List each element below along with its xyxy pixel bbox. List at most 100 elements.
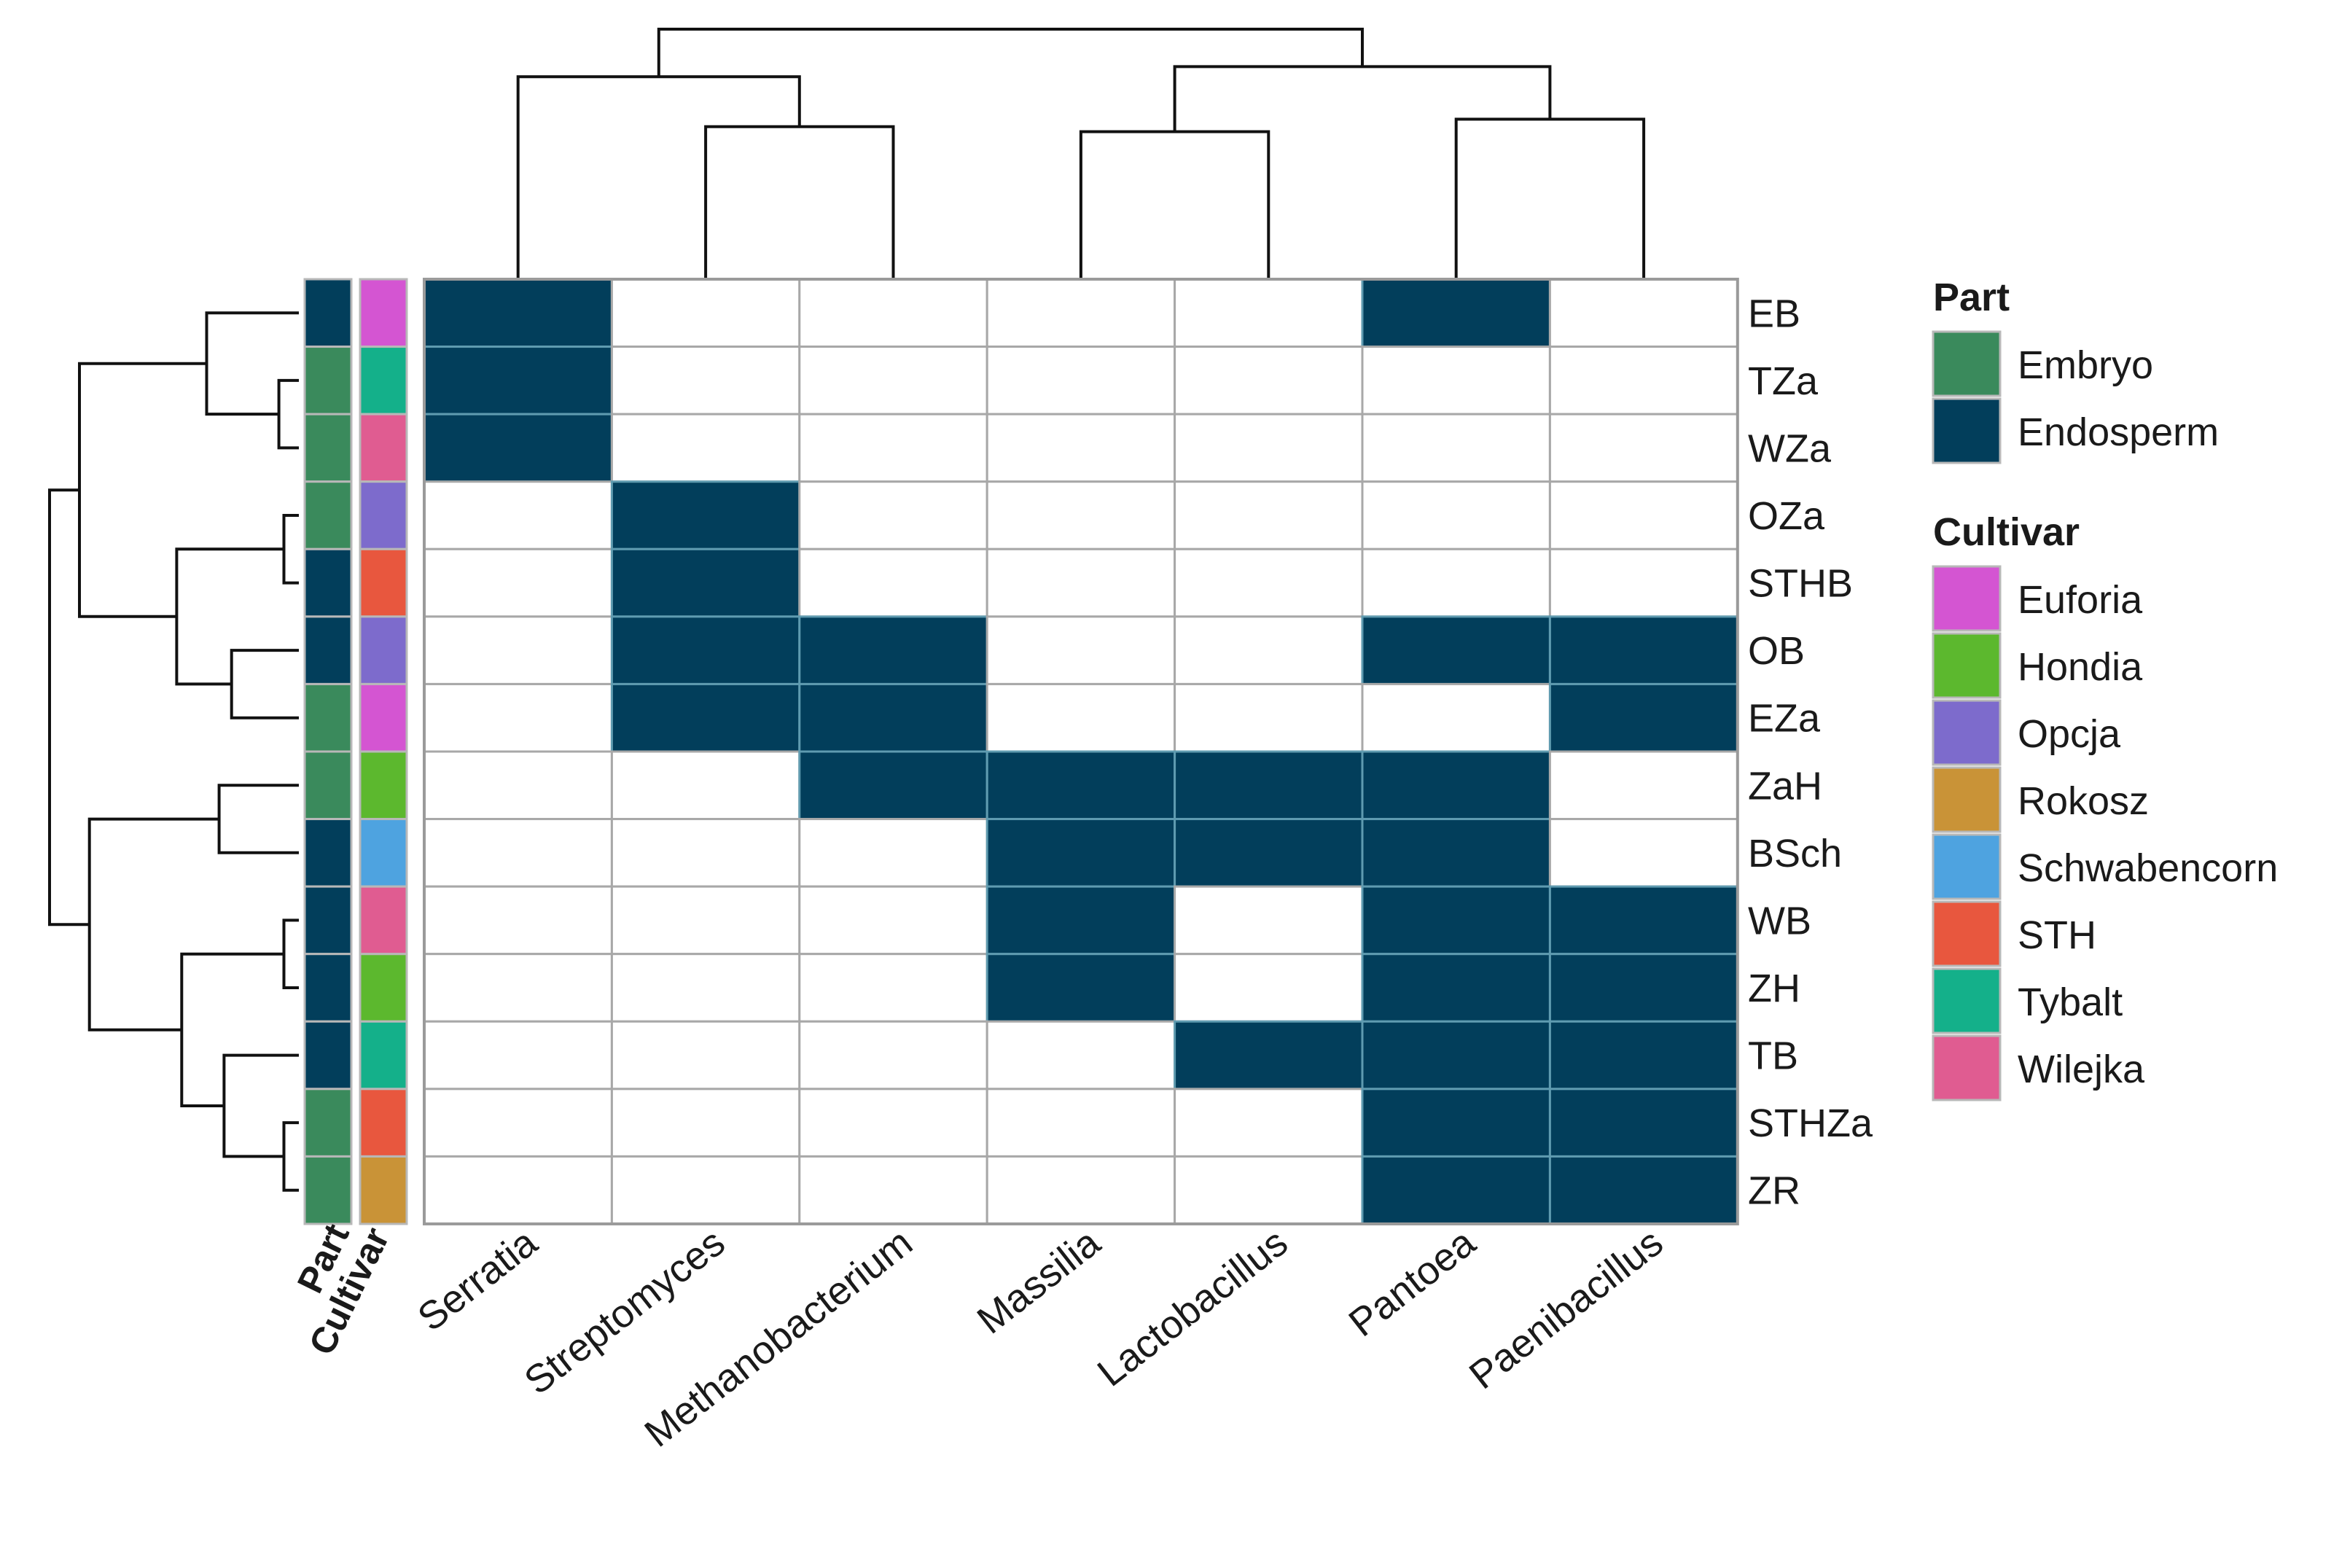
cell-sthb-pantoea (1361, 547, 1551, 618)
row-label-zh: ZH (1748, 967, 1800, 1010)
cell-zah-methanobacterium (798, 750, 988, 821)
cultivar-annotation-zh (359, 953, 408, 1023)
cultivar-legend-swatch-rokosz (1932, 766, 2002, 833)
column-label-massilia: Massilia (969, 1220, 1109, 1343)
cell-oza-streptomyces (610, 480, 801, 550)
row-dendrogram-branch-1 (205, 311, 299, 416)
row-dendrogram-branch-8 (282, 1121, 299, 1192)
cell-tb-streptomyces (610, 1020, 801, 1091)
cell-eb-serratia (423, 278, 613, 348)
cell-wb-streptomyces (610, 885, 801, 956)
cell-wza-streptomyces (610, 413, 801, 483)
cell-tza-streptomyces (610, 346, 801, 416)
cell-sthb-methanobacterium (798, 547, 988, 618)
cultivar-legend-label-rokosz: Rokosz (2018, 779, 2149, 823)
column-label-serratia: Serratia (410, 1220, 546, 1340)
cell-eza-pantoea (1361, 682, 1551, 753)
cell-bsch-lactobacillus (1174, 818, 1364, 888)
cell-sthb-paenibacillus (1548, 547, 1739, 618)
part-annotation-tb (303, 1020, 353, 1091)
part-annotation-sthza (303, 1088, 353, 1158)
cell-zah-lactobacillus (1174, 750, 1364, 821)
column-dendrogram (516, 28, 1646, 279)
cultivar-annotation-tza (359, 346, 408, 416)
cultivar-legend-label-tybalt: Tybalt (2018, 980, 2123, 1024)
cell-bsch-pantoea (1361, 818, 1551, 888)
row-label-ob: OB (1748, 629, 1805, 673)
cell-wza-paenibacillus (1548, 413, 1739, 483)
cultivar-annotation-zah (359, 750, 408, 821)
cultivar-legend-title: Cultivar (1933, 510, 2080, 554)
cell-sthza-serratia (423, 1088, 613, 1158)
row-label-tza: TZa (1748, 359, 1819, 403)
cell-zah-pantoea (1361, 750, 1551, 821)
cell-tza-pantoea (1361, 346, 1551, 416)
cell-tza-lactobacillus (1174, 346, 1364, 416)
part-legend-swatch-endosperm (1932, 397, 2002, 464)
row-label-bsch: BSch (1748, 832, 1842, 875)
cell-sthb-massilia (985, 547, 1176, 618)
part-annotation-tza (303, 346, 353, 416)
cell-bsch-streptomyces (610, 818, 801, 888)
part-annotation-eza (303, 682, 353, 753)
cell-oza-methanobacterium (798, 480, 988, 550)
cell-wb-pantoea (1361, 885, 1551, 956)
cell-ob-pantoea (1361, 615, 1551, 685)
cultivar-annotation-ob (359, 615, 408, 685)
cell-tb-serratia (423, 1020, 613, 1091)
cell-sthza-pantoea (1361, 1088, 1551, 1158)
cell-ob-lactobacillus (1174, 615, 1364, 685)
part-annotation-wb (303, 885, 353, 956)
part-legend-title: Part (1933, 276, 2010, 319)
column-label-paenibacillus: Paenibacillus (1461, 1220, 1671, 1397)
cell-sthza-lactobacillus (1174, 1088, 1364, 1158)
part-annotation-zr (303, 1155, 353, 1225)
row-dendrogram-branch-6 (217, 784, 299, 854)
row-label-tb: TB (1748, 1034, 1798, 1078)
column-label-lactobacillus: Lactobacillus (1090, 1220, 1296, 1395)
cell-sthza-methanobacterium (798, 1088, 988, 1158)
cell-oza-lactobacillus (1174, 480, 1364, 550)
cell-wb-serratia (423, 885, 613, 956)
cultivar-annotation-zr (359, 1155, 408, 1225)
cell-zah-streptomyces (610, 750, 801, 821)
cell-eza-serratia (423, 682, 613, 753)
column-dendrogram-branch-2 (1079, 130, 1270, 279)
row-label-sthza: STHZa (1748, 1101, 1873, 1145)
row-labels: EB TZa WZa OZa STHB OB EZa ZaH BSch WB ZH TB STHZa ZR (1748, 292, 1873, 1212)
cell-zr-lactobacillus (1174, 1155, 1364, 1225)
cell-tza-massilia (985, 346, 1176, 416)
part-annotation-sthb (303, 547, 353, 618)
row-label-eb: EB (1748, 292, 1800, 335)
part-legend-label-endosperm: Endosperm (2018, 410, 2219, 454)
cultivar-annotation-wb (359, 885, 408, 956)
cell-zh-massilia (985, 953, 1176, 1023)
annotation-columns (303, 278, 408, 1225)
cell-oza-serratia (423, 480, 613, 550)
cell-zr-serratia (423, 1155, 613, 1225)
cell-zh-pantoea (1361, 953, 1551, 1023)
cell-zh-lactobacillus (1174, 953, 1364, 1023)
row-dendrogram-branch-2 (282, 514, 299, 585)
cell-zr-methanobacterium (798, 1155, 988, 1225)
cultivar-annotation-sthza (359, 1088, 408, 1158)
cell-sthb-lactobacillus (1174, 547, 1364, 618)
cell-ob-streptomyces (610, 615, 801, 685)
cell-tb-massilia (985, 1020, 1176, 1091)
cultivar-legend-label-wilejka: Wilejka (2018, 1048, 2145, 1091)
cultivar-legend-label-sth: STH (2018, 913, 2096, 957)
cultivar-legend-swatch-hondia (1932, 632, 2002, 699)
cell-zr-paenibacillus (1548, 1155, 1739, 1225)
cell-sthza-paenibacillus (1548, 1088, 1739, 1158)
cell-eza-lactobacillus (1174, 682, 1364, 753)
row-label-zah: ZaH (1748, 764, 1822, 808)
cell-eb-pantoea (1361, 278, 1551, 348)
column-dendrogram-branch-5 (657, 28, 1364, 77)
cell-eb-lactobacillus (1174, 278, 1364, 348)
heatmap-cells (423, 278, 1739, 1225)
row-dendrogram-branch-3 (230, 649, 299, 719)
cultivar-legend-swatch-euforia (1932, 565, 2002, 632)
cell-ob-massilia (985, 615, 1176, 685)
